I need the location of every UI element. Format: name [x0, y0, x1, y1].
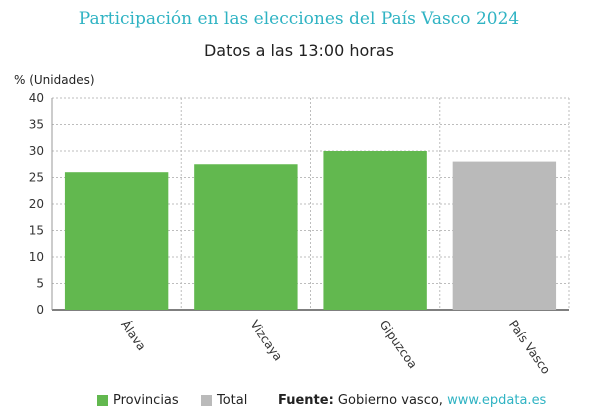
bars: [64, 151, 557, 310]
source-note: Fuente: Gobierno vasco, www.epdata.es: [278, 393, 546, 408]
bar-chart: 0 5 10 15 20 25 30 35 40 Álava Vizcaya Gipuzcoa Paí…: [14, 73, 570, 377]
legend-label-provincias: Provincias: [113, 393, 179, 408]
bar-0: [64, 172, 169, 310]
legend-swatch-provincias: [97, 395, 108, 406]
chart-title: Participación en las elecciones del País…: [78, 9, 520, 29]
x-tick-label: Gipuzcoa: [377, 318, 420, 371]
y-axis-label: % (Unidades): [14, 73, 95, 87]
bar-2: [323, 151, 427, 310]
y-tick-label: 25: [29, 171, 44, 185]
y-tick-label: 10: [29, 250, 44, 264]
x-tick-label: Vizcaya: [247, 318, 285, 364]
y-axis-ticks: 0 5 10 15 20 25 30 35 40: [29, 91, 44, 317]
bar-3: [452, 161, 557, 310]
legend-item-provincias: Provincias: [97, 393, 179, 408]
y-tick-label: 35: [29, 118, 44, 132]
x-axis-ticks: Álava Vizcaya Gipuzcoa País Vasco: [118, 317, 553, 377]
chart-subtitle: Datos a las 13:00 horas: [203, 41, 394, 60]
y-tick-label: 0: [36, 303, 44, 317]
bar-1: [194, 164, 298, 310]
source-text: Gobierno vasco,: [333, 393, 448, 408]
y-tick-label: 40: [29, 91, 44, 105]
x-tick-label: Álava: [118, 317, 149, 353]
legend-label-total: Total: [217, 393, 248, 408]
source-label: Fuente:: [278, 393, 334, 408]
x-tick-label: País Vasco: [506, 318, 553, 377]
y-tick-label: 30: [29, 144, 44, 158]
legend-item-total: Total: [201, 393, 247, 408]
y-tick-label: 20: [29, 197, 44, 211]
y-tick-label: 15: [29, 224, 44, 238]
legend-swatch-total: [201, 395, 212, 406]
legend: Provincias Total Fuente: Gobierno vasco,…: [0, 393, 598, 413]
y-tick-label: 5: [36, 277, 44, 291]
source-link[interactable]: www.epdata.es: [447, 393, 547, 408]
